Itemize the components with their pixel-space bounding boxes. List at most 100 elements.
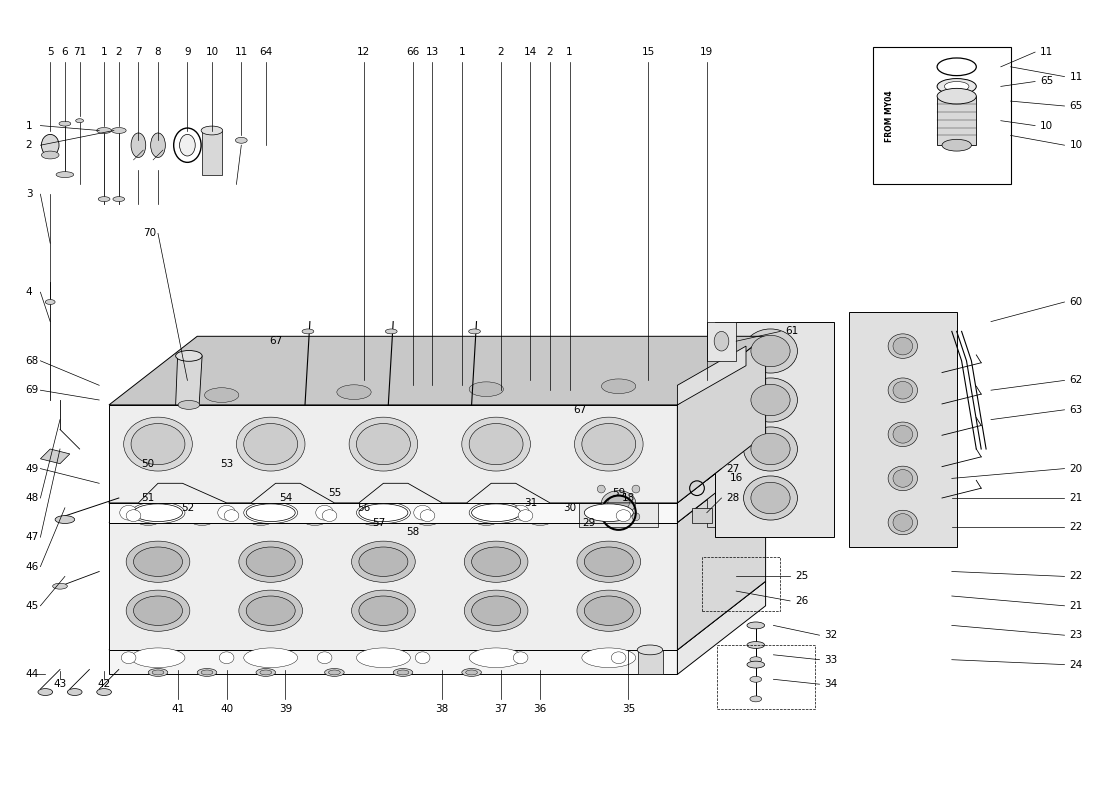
Text: 40: 40 [220, 704, 233, 714]
Text: 32: 32 [824, 630, 837, 640]
Text: 6: 6 [62, 47, 68, 57]
Ellipse shape [249, 514, 273, 526]
Ellipse shape [239, 590, 302, 631]
Ellipse shape [747, 622, 764, 629]
Ellipse shape [201, 126, 222, 135]
Text: 11: 11 [234, 47, 248, 57]
Ellipse shape [893, 338, 913, 355]
Ellipse shape [751, 434, 790, 465]
Ellipse shape [302, 514, 327, 526]
Ellipse shape [888, 334, 917, 358]
Ellipse shape [576, 590, 640, 631]
Ellipse shape [893, 514, 913, 531]
Ellipse shape [224, 510, 239, 522]
Ellipse shape [337, 385, 371, 399]
Ellipse shape [356, 502, 410, 523]
Text: 60: 60 [1069, 297, 1082, 307]
Polygon shape [678, 346, 746, 405]
Polygon shape [41, 449, 69, 464]
Text: 10: 10 [206, 47, 219, 57]
Text: 3: 3 [25, 189, 32, 199]
Text: 55: 55 [328, 488, 341, 498]
Ellipse shape [352, 541, 416, 582]
Ellipse shape [469, 382, 504, 397]
Text: 31: 31 [524, 498, 537, 508]
Ellipse shape [56, 172, 74, 178]
Text: 4: 4 [25, 287, 32, 297]
Ellipse shape [152, 670, 164, 675]
Ellipse shape [329, 670, 340, 675]
Text: 2: 2 [547, 47, 553, 57]
Text: a passion for parts: a passion for parts [351, 557, 534, 576]
Text: 13: 13 [426, 47, 439, 57]
Ellipse shape [750, 696, 761, 702]
Text: 21: 21 [1069, 493, 1082, 503]
Text: 65: 65 [1040, 77, 1054, 86]
Ellipse shape [602, 490, 636, 515]
Ellipse shape [178, 401, 199, 410]
Polygon shape [707, 322, 736, 361]
Ellipse shape [324, 669, 344, 676]
Polygon shape [638, 650, 662, 674]
Polygon shape [109, 454, 766, 522]
Ellipse shape [750, 657, 761, 662]
Ellipse shape [751, 384, 790, 416]
Polygon shape [678, 582, 766, 674]
Ellipse shape [111, 127, 126, 134]
Polygon shape [109, 503, 678, 522]
Ellipse shape [176, 350, 202, 362]
Ellipse shape [714, 331, 729, 351]
Text: 1: 1 [566, 47, 573, 57]
Text: 8: 8 [155, 47, 162, 57]
Ellipse shape [246, 596, 295, 626]
Ellipse shape [98, 197, 110, 202]
Ellipse shape [42, 134, 59, 156]
Ellipse shape [136, 514, 161, 526]
Text: 1: 1 [25, 121, 32, 130]
Text: 38: 38 [436, 704, 449, 714]
Ellipse shape [584, 504, 634, 522]
Text: 36: 36 [534, 704, 547, 714]
Polygon shape [937, 96, 977, 145]
Text: 2: 2 [116, 47, 122, 57]
Text: 24: 24 [1069, 659, 1082, 670]
Polygon shape [109, 582, 766, 650]
Ellipse shape [420, 510, 434, 522]
Ellipse shape [97, 689, 111, 695]
Text: 70: 70 [143, 229, 156, 238]
Text: 44: 44 [25, 670, 39, 679]
Polygon shape [109, 336, 766, 405]
Polygon shape [678, 454, 766, 650]
Ellipse shape [131, 133, 145, 158]
Ellipse shape [518, 510, 532, 522]
Text: 30: 30 [563, 502, 576, 513]
Ellipse shape [744, 329, 798, 373]
Text: 66: 66 [406, 47, 419, 57]
Ellipse shape [133, 547, 183, 576]
Ellipse shape [469, 648, 524, 667]
Ellipse shape [133, 596, 183, 626]
Ellipse shape [260, 670, 272, 675]
Text: 53: 53 [220, 458, 233, 469]
Ellipse shape [597, 485, 605, 493]
Text: 61: 61 [785, 326, 799, 336]
Ellipse shape [472, 504, 520, 522]
Ellipse shape [131, 502, 185, 523]
Text: 2: 2 [25, 140, 32, 150]
Ellipse shape [469, 423, 524, 465]
Text: 2: 2 [497, 47, 504, 57]
Bar [716, 645, 815, 709]
Ellipse shape [937, 88, 977, 104]
Text: 16: 16 [729, 474, 743, 483]
Ellipse shape [236, 417, 305, 471]
Ellipse shape [469, 502, 524, 523]
Ellipse shape [55, 516, 75, 523]
Text: 26: 26 [795, 596, 808, 606]
Text: 57: 57 [372, 518, 385, 527]
Ellipse shape [356, 423, 410, 465]
Ellipse shape [244, 648, 298, 667]
Text: 39: 39 [278, 704, 292, 714]
Text: 46: 46 [25, 562, 39, 571]
Ellipse shape [597, 513, 605, 521]
Ellipse shape [244, 423, 298, 465]
